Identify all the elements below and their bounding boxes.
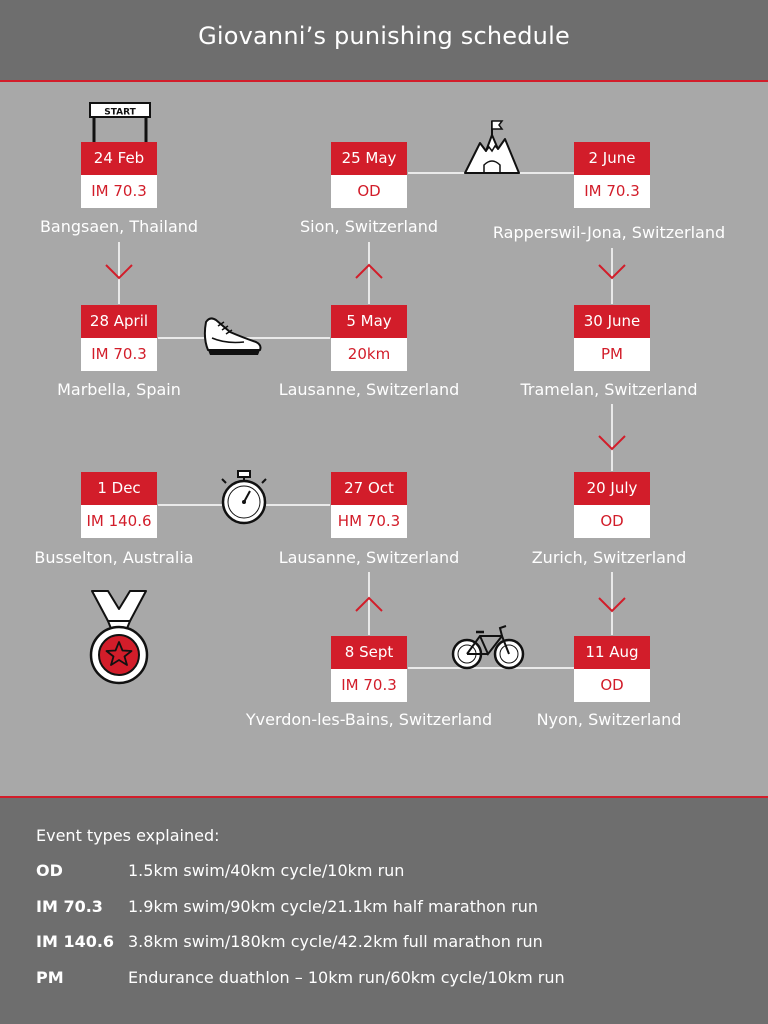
- event-card: 30 June PM: [574, 305, 650, 371]
- start-sign-icon: START: [89, 102, 151, 142]
- event-type: OD: [574, 669, 650, 702]
- chevron-down-icon: [598, 597, 626, 613]
- event-location: Rapperswil-Jona, Switzerland: [492, 223, 726, 242]
- mountain-flag-icon: [464, 120, 520, 174]
- event-card: 25 May OD: [331, 142, 407, 208]
- legend-description: 1.5km swim/40km cycle/10km run: [128, 861, 405, 880]
- event-location: Marbella, Spain: [57, 380, 181, 399]
- event-type: IM 70.3: [331, 669, 407, 702]
- start-sign-label: START: [104, 108, 136, 118]
- schedule-panel: 24 Feb IM 70.3 Bangsaen, Thailand 28 Apr…: [0, 82, 768, 798]
- chevron-down-icon: [598, 435, 626, 451]
- event-location: Lausanne, Switzerland: [278, 548, 460, 567]
- legend-description: Endurance duathlon – 10km run/60km cycle…: [128, 968, 565, 987]
- medal-icon: [89, 590, 149, 685]
- chevron-up-icon: [355, 596, 383, 612]
- event-type: IM 70.3: [574, 175, 650, 208]
- chevron-down-icon: [105, 264, 133, 280]
- event-date: 11 Aug: [574, 636, 650, 669]
- event-type: PM: [574, 338, 650, 371]
- event-date: 2 June: [574, 142, 650, 175]
- event-location: Lausanne, Switzerland: [278, 380, 460, 399]
- legend-item: PM Endurance duathlon – 10km run/60km cy…: [36, 968, 756, 992]
- event-date: 24 Feb: [81, 142, 157, 175]
- event-card: 24 Feb IM 70.3: [81, 142, 157, 208]
- page-title: Giovanni’s punishing schedule: [198, 22, 570, 50]
- event-type: IM 70.3: [81, 338, 157, 371]
- chevron-down-icon: [598, 264, 626, 280]
- event-date: 28 April: [81, 305, 157, 338]
- legend-code: IM 140.6: [36, 932, 115, 951]
- event-card: 1 Dec IM 140.6: [81, 472, 157, 538]
- legend-description: 1.9km swim/90km cycle/21.1km half marath…: [128, 897, 538, 916]
- event-location: Tramelan, Switzerland: [520, 380, 698, 399]
- header: Giovanni’s punishing schedule: [0, 0, 768, 82]
- event-type: OD: [574, 505, 650, 538]
- legend-code: OD: [36, 861, 63, 880]
- legend-description: 3.8km swim/180km cycle/42.2km full marat…: [128, 932, 543, 951]
- event-card: 2 June IM 70.3: [574, 142, 650, 208]
- event-card: 11 Aug OD: [574, 636, 650, 702]
- event-date: 30 June: [574, 305, 650, 338]
- event-date: 1 Dec: [81, 472, 157, 505]
- event-location: Nyon, Switzerland: [536, 710, 682, 729]
- legend-item: OD 1.5km swim/40km cycle/10km run: [36, 861, 756, 885]
- event-date: 20 July: [574, 472, 650, 505]
- running-shoe-icon: [203, 317, 262, 355]
- connector-lines: [105, 172, 626, 669]
- event-location: Bangsaen, Thailand: [39, 217, 199, 236]
- event-card: 20 July OD: [574, 472, 650, 538]
- legend-item: IM 140.6 3.8km swim/180km cycle/42.2km f…: [36, 932, 756, 956]
- event-date: 27 Oct: [331, 472, 407, 505]
- event-location: Sion, Switzerland: [299, 217, 439, 236]
- event-type: IM 140.6: [81, 505, 157, 538]
- event-date: 5 May: [331, 305, 407, 338]
- event-type: OD: [331, 175, 407, 208]
- event-type: HM 70.3: [331, 505, 407, 538]
- bicycle-icon: [451, 625, 525, 670]
- event-date: 25 May: [331, 142, 407, 175]
- event-card: 27 Oct HM 70.3: [331, 472, 407, 538]
- chevron-up-icon: [355, 263, 383, 279]
- event-card: 28 April IM 70.3: [81, 305, 157, 371]
- legend-code: PM: [36, 968, 64, 987]
- event-date: 8 Sept: [331, 636, 407, 669]
- event-location: Zurich, Switzerland: [531, 548, 687, 567]
- event-type: 20km: [331, 338, 407, 371]
- stopwatch-icon: [221, 470, 267, 525]
- legend: Event types explained: OD 1.5km swim/40k…: [0, 798, 768, 1024]
- event-location: Busselton, Australia: [34, 548, 194, 567]
- event-location: Yverdon-les-Bains, Switzerland: [245, 710, 493, 729]
- legend-heading: Event types explained:: [36, 826, 220, 845]
- event-card: 8 Sept IM 70.3: [331, 636, 407, 702]
- legend-code: IM 70.3: [36, 897, 103, 916]
- event-card: 5 May 20km: [331, 305, 407, 371]
- legend-item: IM 70.3 1.9km swim/90km cycle/21.1km hal…: [36, 897, 756, 921]
- event-type: IM 70.3: [81, 175, 157, 208]
